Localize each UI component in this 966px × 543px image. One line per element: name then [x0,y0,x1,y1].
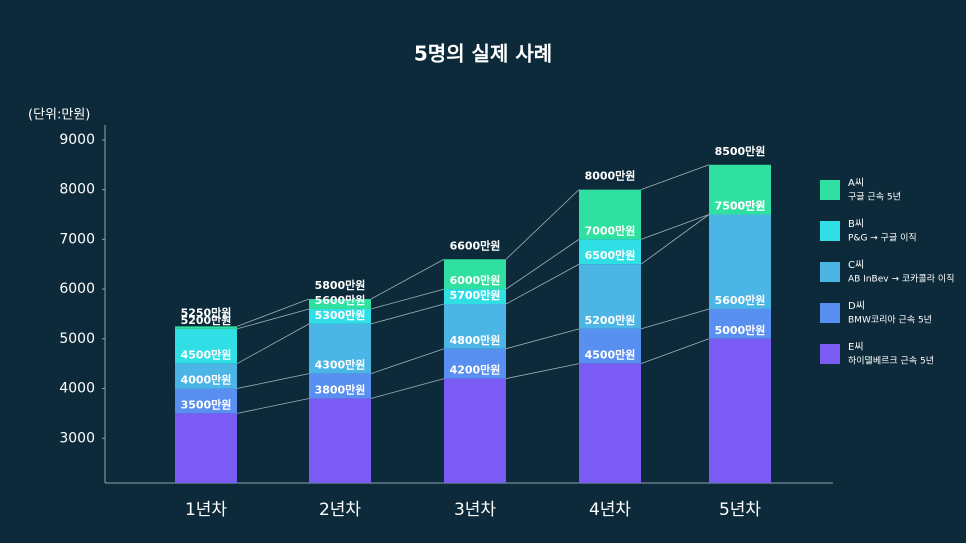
value-label: 5800만원 [315,278,366,292]
legend-description: BMW코리아 근속 5년 [848,315,932,326]
bar-segment [444,304,506,349]
legend-swatch [820,262,840,282]
connector-line [370,348,445,374]
y-tick-label: 8000 [59,182,95,198]
connector-line [505,328,580,350]
connector-line [505,263,580,305]
connector-line [370,258,445,300]
bar-segment [309,373,371,399]
bar-segment [175,328,237,364]
x-tick-label: 3년차 [454,500,496,520]
y-tick-label: 4000 [59,381,95,397]
connector-line [236,308,310,330]
value-label: 5600만원 [715,293,766,307]
connector-line [236,398,310,414]
value-label: 5200만원 [585,313,636,327]
y-tick-label: 6000 [59,281,95,297]
connector-line [236,323,310,365]
legend-swatch [820,221,840,241]
bar-segment [444,378,506,483]
bar-segment [579,189,641,240]
connector-line [370,378,445,399]
bar-segment [309,323,371,374]
legend-swatch [820,344,840,364]
value-label: 6000만원 [450,273,501,287]
connector-line [505,363,580,379]
bar-segment [709,214,771,309]
value-label: 5700만원 [450,288,501,302]
legend-name: D씨 [848,300,865,312]
value-label: 3800만원 [315,382,366,396]
value-label: 4500만원 [585,348,636,362]
bar-segment [579,239,641,265]
bar-segment [579,264,641,329]
value-label: 5300만원 [315,308,366,322]
bar-segment [175,388,237,414]
value-label: 7000만원 [585,223,636,237]
y-tick-label: 7000 [59,231,95,247]
bar-segment [709,164,771,215]
value-label: 4300만원 [315,358,366,372]
value-label: 8500만원 [715,144,766,158]
value-label: 5000만원 [715,323,766,337]
bar-segment [709,338,771,483]
connector-line [640,214,710,265]
value-label: 6600만원 [450,238,501,252]
connector-line [640,338,710,365]
value-label: 7500만원 [715,199,766,213]
connector-line [640,214,710,240]
legend-description: 하이델베르크 근속 5년 [848,355,934,367]
y-axis-label: (단위:만원) [28,108,90,123]
bar-segment [175,326,237,329]
bar-segment [709,308,771,339]
bar-segment [444,348,506,379]
value-label: 4500만원 [181,348,232,362]
legend-swatch [820,180,840,200]
bar-segment [309,308,371,324]
bar-segment [175,363,237,389]
legend-swatch [820,303,840,323]
y-tick-label: 5000 [59,331,95,347]
connector-line [640,308,710,330]
legend-name: A씨 [848,177,864,189]
bar-segment [444,259,506,290]
connector-line [236,373,310,389]
value-label: 4800만원 [450,333,501,347]
x-tick-label: 4년차 [589,500,631,520]
bar-segment [579,363,641,483]
value-label: 6500만원 [585,248,636,262]
x-tick-label: 5년차 [719,500,761,520]
connector-line [505,239,580,290]
connector-line [236,298,310,327]
bar-segment [444,289,506,304]
legend-description: AB InBev → 코카콜라 이직 [848,274,954,285]
legend-name: B씨 [848,218,864,230]
x-tick-label: 2년차 [319,500,361,520]
value-label: 3500만원 [181,397,232,411]
legend-name: C씨 [848,259,864,271]
connector-line [370,303,445,325]
bar-segment [175,413,237,483]
chart-title: 5명의 실제 사례 [414,42,552,66]
legend-name: E씨 [848,341,864,353]
connector-line [370,288,445,310]
legend-description: P&G → 구글 이직 [848,233,917,244]
value-label: 5200만원 [181,313,232,327]
value-label: 5250만원 [181,305,232,319]
value-label: 5600만원 [315,293,366,307]
y-tick-label: 3000 [59,430,95,446]
x-tick-label: 1년차 [185,500,227,520]
value-label: 4000만원 [181,373,232,387]
value-label: 7500만원 [715,199,766,213]
connector-line [640,164,710,191]
connector-line [505,189,580,260]
bar-segment [309,398,371,483]
legend-description: 구글 근속 5년 [848,192,901,203]
y-tick-label: 9000 [59,132,95,148]
value-label: 4200만원 [450,363,501,377]
bar-segment [579,328,641,364]
bar-segment [309,299,371,309]
value-label: 8000만원 [585,169,636,183]
